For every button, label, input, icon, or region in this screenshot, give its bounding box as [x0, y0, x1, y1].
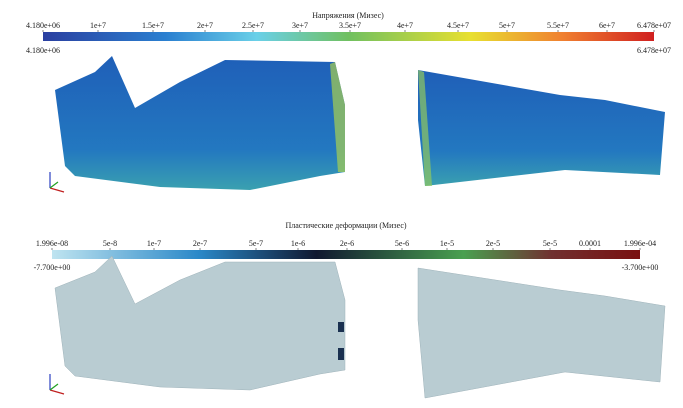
tick-label: 1.996e-04 [624, 239, 656, 248]
render-top [55, 56, 665, 190]
colorbar-title: Напряжения (Мизес) [312, 11, 384, 20]
tick-label: 4.5e+7 [447, 21, 469, 30]
tick-label: 4.180e+06 [26, 21, 60, 30]
range-min: 4.180e+06 [26, 46, 60, 55]
tick-label: 2e+7 [197, 21, 213, 30]
tick-label: 0.0001 [579, 239, 601, 248]
range-max: -3.700e+00 [622, 263, 659, 272]
tick-label: 4e+7 [397, 21, 413, 30]
tick-label: 1.5e+7 [142, 21, 164, 30]
tick-label: 1e+7 [90, 21, 106, 30]
tick-label: 6e+7 [599, 21, 615, 30]
range-max: 6.478e+07 [637, 46, 671, 55]
tick-label: 1e-5 [440, 239, 454, 248]
tick-label: 6.478e+07 [637, 21, 671, 30]
tick-label: 5e+7 [499, 21, 515, 30]
tick-label: 2e-5 [486, 239, 500, 248]
tick-label: 5.5e+7 [547, 21, 569, 30]
render-bottom [55, 256, 665, 398]
tick-label: 5e-7 [249, 239, 263, 248]
tick-label: 2e-6 [340, 239, 354, 248]
range-min: -7.700e+00 [34, 263, 71, 272]
tick-label: 1e-7 [147, 239, 161, 248]
axes-icon [50, 172, 64, 394]
tick-label: 5e-6 [395, 239, 409, 248]
tick-label: 5e-5 [543, 239, 557, 248]
screenshot: Напряжения (Мизес) 4.180e+06 6.478e+07 П… [0, 0, 683, 408]
tick-label: 3e+7 [292, 21, 308, 30]
tick-label: 2e-7 [193, 239, 207, 248]
tick-label: 1.996e-08 [36, 239, 68, 248]
tick-label: 2.5e+7 [242, 21, 264, 30]
tick-label: 1e-6 [291, 239, 305, 248]
tick-label: 5e-8 [103, 239, 117, 248]
color-bar [52, 250, 640, 259]
colorbar-title: Пластические деформации (Мизес) [285, 221, 406, 230]
color-bar [43, 32, 654, 41]
tick-label: 3.5e+7 [339, 21, 361, 30]
